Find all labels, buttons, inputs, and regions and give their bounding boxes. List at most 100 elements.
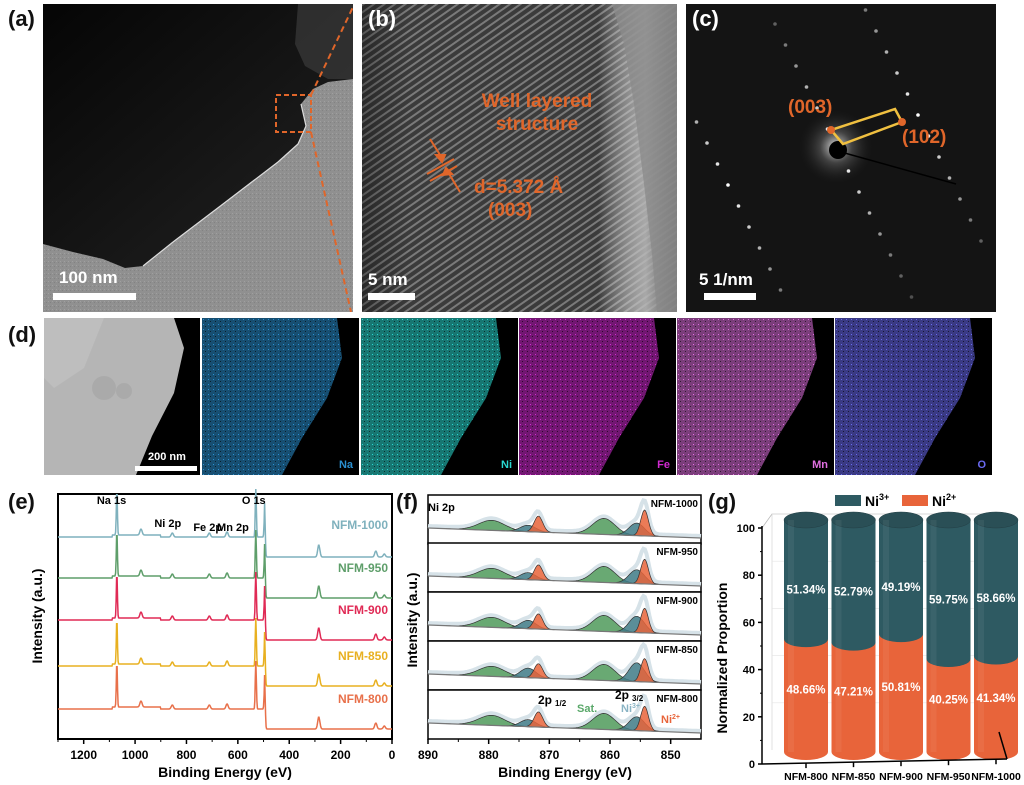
x-tick-label: 890	[418, 748, 438, 762]
bar-highlight	[835, 520, 842, 752]
peak-annotation: Fe 2p	[193, 522, 222, 534]
bar-nfm-950: 59.75% 40.25%	[926, 511, 971, 760]
series-label: NFM-1000	[331, 518, 388, 532]
chart-g-ni-proportion: 51.34% 48.66% 52.79% 47.21% 49.19% 50.81% 59.7…	[714, 492, 1021, 783]
envelope-fit	[427, 593, 702, 635]
annotation-text: 2p	[615, 688, 629, 702]
series-line-nfm-950	[58, 529, 392, 599]
x-tick-label: 200	[331, 748, 351, 762]
legend-swatch	[835, 495, 861, 506]
scalebar-b	[368, 293, 415, 300]
subpanel-frame	[427, 689, 702, 740]
x-tick-label: 600	[228, 748, 248, 762]
diffraction-spot	[884, 50, 889, 54]
x-tick-label: NFM-800	[784, 771, 828, 783]
spot-label-102: (102)	[902, 127, 947, 148]
diffraction-spot	[909, 295, 914, 299]
bar-segment-ni3	[926, 520, 971, 668]
diffraction-spot	[768, 267, 772, 271]
diffraction-spot	[773, 22, 777, 26]
tem-image-a: 100 nm	[43, 4, 353, 312]
diffraction-spot	[863, 8, 868, 12]
y-tick-label: 40	[743, 665, 755, 677]
d-spacing-plane: (003)	[488, 200, 533, 221]
diffraction-spot	[736, 204, 741, 208]
eds-map-ni: Ni	[361, 318, 518, 475]
background-line	[427, 624, 702, 636]
bar-segment-ni3	[879, 520, 923, 643]
bar-value-label-ni2: 50.81%	[881, 682, 920, 694]
bar-highlight	[788, 520, 794, 752]
eds-map-drawing	[202, 318, 342, 475]
subpanel-label: NFM-1000	[651, 499, 699, 510]
x-tick-label: NFM-850	[832, 771, 876, 783]
annotation-text: 2p	[538, 693, 552, 707]
spot-003-marker	[827, 126, 835, 134]
bar-segment-ni2	[974, 656, 1018, 760]
legend-label: Ni3+	[865, 492, 889, 509]
x-tick-label: 800	[176, 748, 196, 762]
bar-value-label-ni2: 40.25%	[929, 695, 968, 707]
bar-cap	[878, 511, 924, 529]
eds-map-fe: Fe	[519, 318, 676, 475]
ni2p-subpanel-nfm-850: NFM-850	[427, 640, 702, 691]
bar-highlight	[883, 520, 889, 752]
diffraction-spot	[874, 29, 878, 33]
bar-segment-ni3	[831, 520, 876, 651]
annotation-d-spacing: d=5.372 Å (003)	[474, 176, 563, 222]
chart-f-ni2p: NFM-1000 NFM-950 NFM-900 NFM-850 NFM-800 890…	[404, 494, 702, 780]
bar-value-label-ni2: 48.66%	[786, 685, 825, 697]
scalebar-label-c: 5 1/nm	[699, 270, 753, 289]
eds-map-na: Na	[202, 318, 359, 475]
haadf-image: 200 nm	[44, 318, 200, 475]
series-line-nfm-1000	[58, 488, 392, 558]
series-label: NFM-900	[338, 603, 388, 617]
legend-superscript: 3+	[879, 492, 889, 502]
annotation-text: Ni	[621, 703, 632, 715]
diffraction-spot	[747, 225, 751, 229]
bar-value-label-ni3: 52.79%	[834, 586, 873, 598]
eds-map-drawing	[519, 318, 659, 475]
y-tick-label: 60	[743, 617, 755, 629]
annotation-superscript: 3+	[632, 703, 640, 710]
fit-component	[523, 515, 553, 533]
bar-nfm-850: 52.79% 47.21%	[831, 511, 876, 760]
bar-nfm-900: 49.19% 50.81%	[878, 511, 924, 760]
diffraction-spot	[878, 232, 882, 236]
scalebar-a	[53, 293, 136, 300]
legend-swatch	[902, 495, 928, 506]
chart-e-xlabel: Binding Energy (eV)	[158, 764, 292, 780]
diffraction-spot	[979, 239, 983, 243]
diffraction-spot	[968, 218, 973, 222]
eds-map-drawing	[361, 318, 501, 475]
series-label: NFM-800	[338, 692, 388, 706]
peak-annotation: Ni 2p	[154, 518, 181, 530]
bar-value-label-ni3: 59.75%	[929, 595, 968, 607]
saed-pattern-drawing	[694, 8, 983, 299]
scalebar-c	[704, 293, 756, 300]
diffraction-spot	[715, 162, 720, 166]
diffraction-spot	[757, 246, 762, 250]
bar-value-label-ni3: 51.34%	[786, 585, 825, 597]
x-tick-label: 880	[479, 748, 499, 762]
panel-label-b: (b)	[368, 6, 397, 31]
annotation-2p32: 2p 3/2	[615, 688, 644, 703]
tem-image-a-drawing	[43, 4, 353, 312]
chart-f-xlabel: Binding Energy (eV)	[498, 764, 632, 780]
panel-label-e: (e)	[8, 489, 35, 514]
x-tick-label: 1000	[122, 748, 149, 762]
subpanel-label: NFM-850	[656, 645, 698, 656]
diffraction-spot	[937, 155, 941, 159]
subpanel-label: NFM-900	[656, 596, 698, 607]
series-label: NFM-850	[338, 649, 388, 663]
legend-label: Ni2+	[932, 492, 956, 509]
diffraction-spot	[899, 274, 903, 278]
spot-102-marker	[898, 118, 906, 126]
eds-map-drawing	[835, 318, 975, 475]
background-line	[427, 673, 702, 685]
diffraction-spot	[783, 43, 788, 47]
legend-superscript: 2+	[946, 492, 956, 502]
bar-nfm-800: 51.34% 48.66%	[783, 511, 829, 760]
diffraction-spot	[947, 176, 952, 180]
bar-segment-ni2	[831, 642, 876, 760]
